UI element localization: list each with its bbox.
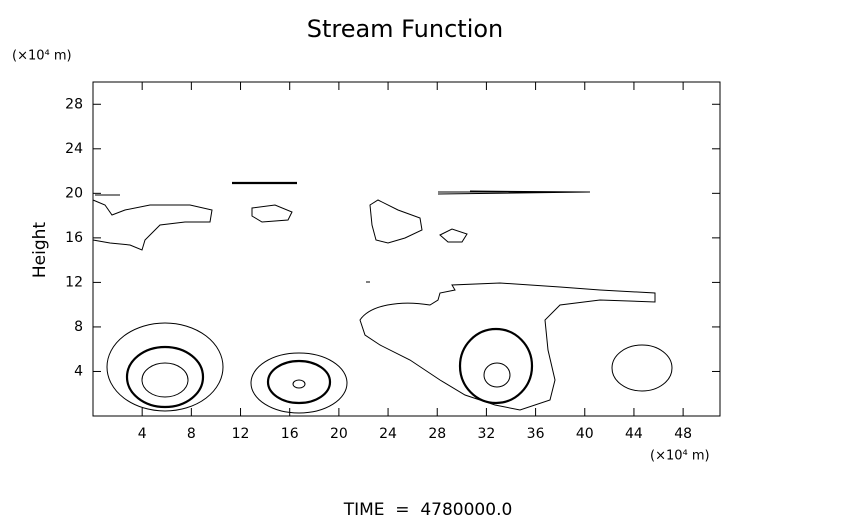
x-tick-label: 48 bbox=[674, 426, 692, 442]
x-unit: (×10⁴ m) bbox=[650, 449, 710, 464]
x-tick-label: 24 bbox=[379, 426, 397, 442]
footer: TIME = 4780000.0 bbox=[343, 500, 513, 519]
x-tick-label: 4 bbox=[138, 426, 147, 442]
x-tick-label: 40 bbox=[576, 426, 594, 442]
x-tick-label: 16 bbox=[281, 426, 299, 442]
contour-line bbox=[359, 282, 656, 411]
y-tick-label: 20 bbox=[65, 185, 83, 201]
contours bbox=[92, 181, 673, 414]
x-tick-label: 20 bbox=[330, 426, 348, 442]
contour-line bbox=[106, 322, 224, 412]
contour-line bbox=[437, 190, 591, 195]
y-tick-label: 24 bbox=[65, 141, 83, 157]
contour-line bbox=[611, 344, 673, 392]
x-tick-label: 44 bbox=[625, 426, 643, 442]
y-tick-label: 12 bbox=[65, 274, 83, 290]
x-tick-label: 28 bbox=[428, 426, 446, 442]
contour-line bbox=[125, 345, 205, 409]
contour-line bbox=[266, 359, 332, 405]
contour-line bbox=[250, 352, 348, 414]
x-tick-label: 32 bbox=[477, 426, 495, 442]
contour-line bbox=[92, 199, 213, 251]
contour-line bbox=[369, 199, 423, 244]
contour-line bbox=[483, 362, 511, 388]
contour-line bbox=[251, 204, 293, 223]
x-tick-label: 36 bbox=[527, 426, 545, 442]
contour-line bbox=[458, 327, 534, 405]
contour-line bbox=[439, 228, 468, 243]
y-tick-label: 28 bbox=[65, 96, 83, 112]
y-tick-label: 16 bbox=[65, 230, 83, 246]
x-tick-label: 8 bbox=[187, 426, 196, 442]
x-tick-label: 12 bbox=[232, 426, 250, 442]
plot-frame bbox=[92, 81, 721, 417]
y-tick-label: 8 bbox=[74, 319, 83, 335]
y-unit: (×10⁴ m) bbox=[12, 49, 72, 64]
contour-line bbox=[141, 362, 189, 398]
y-tick-label: 4 bbox=[74, 363, 83, 379]
y-axis-label: Height bbox=[30, 222, 50, 279]
contour-line bbox=[292, 379, 306, 389]
chart-title: Stream Function bbox=[307, 15, 504, 43]
